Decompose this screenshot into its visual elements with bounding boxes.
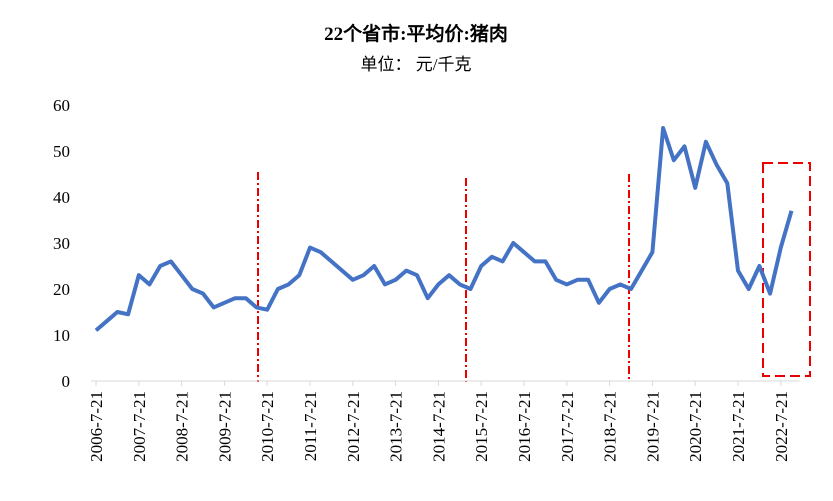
x-tick-label: 2017-7-21 bbox=[558, 391, 577, 462]
x-tick-label: 2021-7-21 bbox=[729, 391, 748, 462]
x-tick-label: 2013-7-21 bbox=[387, 391, 406, 462]
x-tick-label: 2011-7-21 bbox=[301, 391, 320, 461]
y-tick-label: 60 bbox=[53, 96, 70, 115]
y-tick-label: 40 bbox=[53, 188, 70, 207]
y-tick-label: 20 bbox=[53, 280, 70, 299]
y-tick-label: 0 bbox=[62, 372, 71, 391]
x-tick-label: 2012-7-21 bbox=[344, 391, 363, 462]
chart-subtitle: 单位： 元/千克 bbox=[361, 55, 472, 74]
data-line bbox=[94, 126, 794, 332]
chart-title: 22个省市:平均价:猪肉 bbox=[324, 22, 508, 45]
x-tick-label: 2014-7-21 bbox=[429, 391, 448, 462]
x-tick-label: 2015-7-21 bbox=[472, 391, 491, 462]
y-tick-label: 50 bbox=[53, 142, 70, 161]
highlight-box bbox=[762, 162, 811, 377]
x-tick-label: 2007-7-21 bbox=[130, 391, 149, 462]
x-tick-label: 2006-7-21 bbox=[87, 391, 106, 462]
y-tick-label: 10 bbox=[53, 326, 70, 345]
x-tick-label: 2019-7-21 bbox=[643, 391, 662, 462]
y-tick-label: 30 bbox=[53, 234, 70, 253]
x-tick-label: 2008-7-21 bbox=[173, 391, 192, 462]
x-tick-label: 2016-7-21 bbox=[515, 391, 534, 462]
x-tick-label: 2010-7-21 bbox=[258, 391, 277, 462]
x-tick-label: 2020-7-21 bbox=[686, 391, 705, 462]
x-tick-label: 2018-7-21 bbox=[601, 391, 620, 462]
x-tick-label: 2009-7-21 bbox=[215, 391, 234, 462]
x-tick-label: 2022-7-21 bbox=[772, 391, 791, 462]
